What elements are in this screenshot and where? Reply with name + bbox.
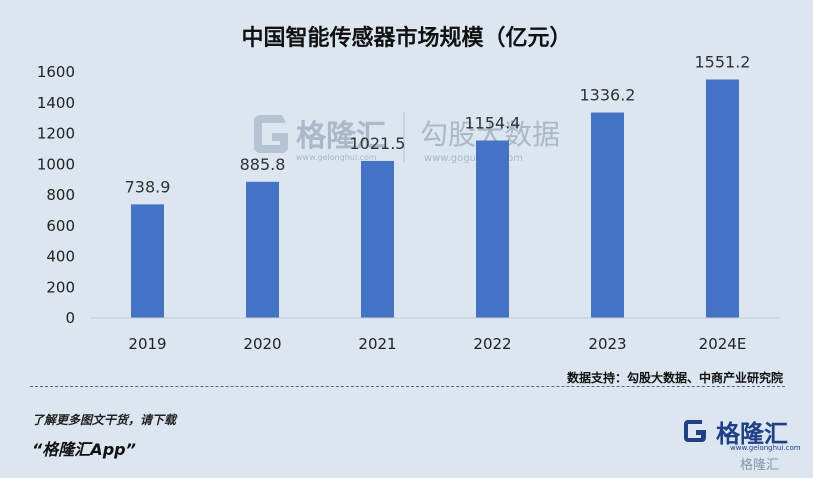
watermark-left-name: 格隆汇 xyxy=(296,119,386,154)
brand-logo: 格隆汇 www.gelonghui.com xyxy=(678,410,801,454)
y-tick-label: 400 xyxy=(46,248,75,266)
x-tick-label: 2020 xyxy=(243,335,281,353)
y-tick-label: 0 xyxy=(65,309,75,327)
brand-logo-domain: www.gelonghui.com xyxy=(730,444,801,452)
divider xyxy=(30,386,785,387)
watermark: 格隆汇www.gelonghui.com勾股大数据www.gogudata.co… xyxy=(254,112,560,164)
y-axis: 0 200 400 600 800 1000 1200 1400 1600 xyxy=(37,63,75,327)
y-tick-label: 1000 xyxy=(37,155,75,173)
bar xyxy=(246,181,279,318)
promo-text: 了解更多图文干货，请下载 xyxy=(32,413,177,427)
bars xyxy=(131,79,739,319)
y-tick-label: 600 xyxy=(46,217,75,235)
bar-value-label: 1336.2 xyxy=(580,86,636,105)
value-labels: 738.9 885.8 1021.5 1154.4 1336.2 1551.2 xyxy=(125,53,751,197)
bar xyxy=(361,160,394,318)
watermark-logo-icon xyxy=(254,115,288,153)
x-axis: 2019 2020 2021 2022 2023 2024E xyxy=(128,335,746,353)
bar-value-label: 1551.2 xyxy=(695,53,751,72)
y-tick-label: 1200 xyxy=(37,125,75,143)
brand-logo-name: 格隆汇 xyxy=(716,420,788,448)
bar-value-label: 885.8 xyxy=(240,155,286,174)
chart-title: 中国智能传感器市场规模（亿元） xyxy=(241,26,572,51)
bar xyxy=(706,79,739,319)
x-tick-label: 2024E xyxy=(699,335,747,353)
x-tick-label: 2021 xyxy=(358,335,396,353)
bar-value-label: 1154.4 xyxy=(465,114,521,133)
watermark-left-domain: www.gelonghui.com xyxy=(296,153,377,162)
corner-watermark: 格隆汇 xyxy=(740,458,780,473)
bar-value-label: 738.9 xyxy=(125,177,171,196)
y-tick-label: 200 xyxy=(46,278,75,296)
watermark-right-domain: www.gogudata.com xyxy=(424,153,523,164)
bar xyxy=(591,112,624,318)
x-tick-label: 2023 xyxy=(588,335,626,353)
promo-app-name: “格隆汇App” xyxy=(32,440,136,459)
x-tick-label: 2019 xyxy=(128,335,166,353)
y-tick-label: 1600 xyxy=(37,63,75,81)
x-tick-label: 2022 xyxy=(473,335,511,353)
source-note: 数据支持：勾股大数据、中商产业研究院 xyxy=(566,371,783,385)
y-tick-label: 800 xyxy=(46,186,75,204)
bar xyxy=(131,204,164,318)
brand-logo-icon xyxy=(684,420,706,442)
bar-value-label: 1021.5 xyxy=(350,134,406,153)
y-tick-label: 1400 xyxy=(37,94,75,112)
bar xyxy=(476,140,509,318)
